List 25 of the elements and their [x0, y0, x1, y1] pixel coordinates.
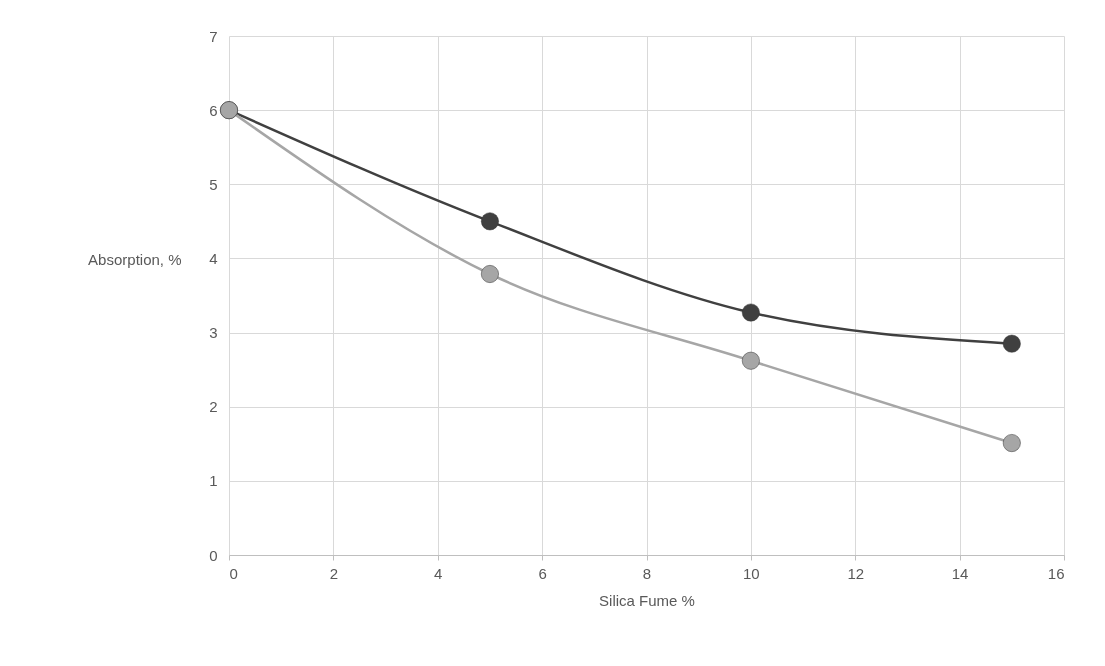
x-tick-label: 8	[642, 564, 652, 582]
point	[481, 265, 499, 283]
x-tick-label: 10	[743, 564, 760, 582]
x-tick-label: 2	[329, 564, 339, 582]
y-tick-label: 6	[209, 101, 218, 119]
point	[741, 303, 760, 322]
y-tick-label: 7	[209, 27, 218, 45]
y-tick-label: 1	[209, 472, 218, 490]
point	[1002, 334, 1021, 353]
point	[741, 351, 760, 370]
point	[481, 212, 499, 231]
x-tick-label: 0	[229, 564, 238, 582]
x-axis-title: Silica Fume %	[599, 591, 695, 609]
y-tick-label: 3	[209, 324, 218, 342]
x-tick-label: 12	[847, 564, 865, 582]
y-axis-title: Absorption, %	[88, 250, 182, 268]
point	[1002, 434, 1021, 452]
y-tick-label: 0	[209, 546, 218, 564]
y-tick-label: 4	[209, 249, 218, 267]
x-tick-label: 14	[951, 564, 969, 582]
x-tick-label: 6	[538, 564, 547, 582]
x-tick-label: 4	[434, 564, 443, 582]
y-tick-label: 2	[209, 398, 218, 416]
x-tick-label: 16	[1047, 564, 1065, 582]
y-tick-label: 5	[209, 175, 218, 193]
